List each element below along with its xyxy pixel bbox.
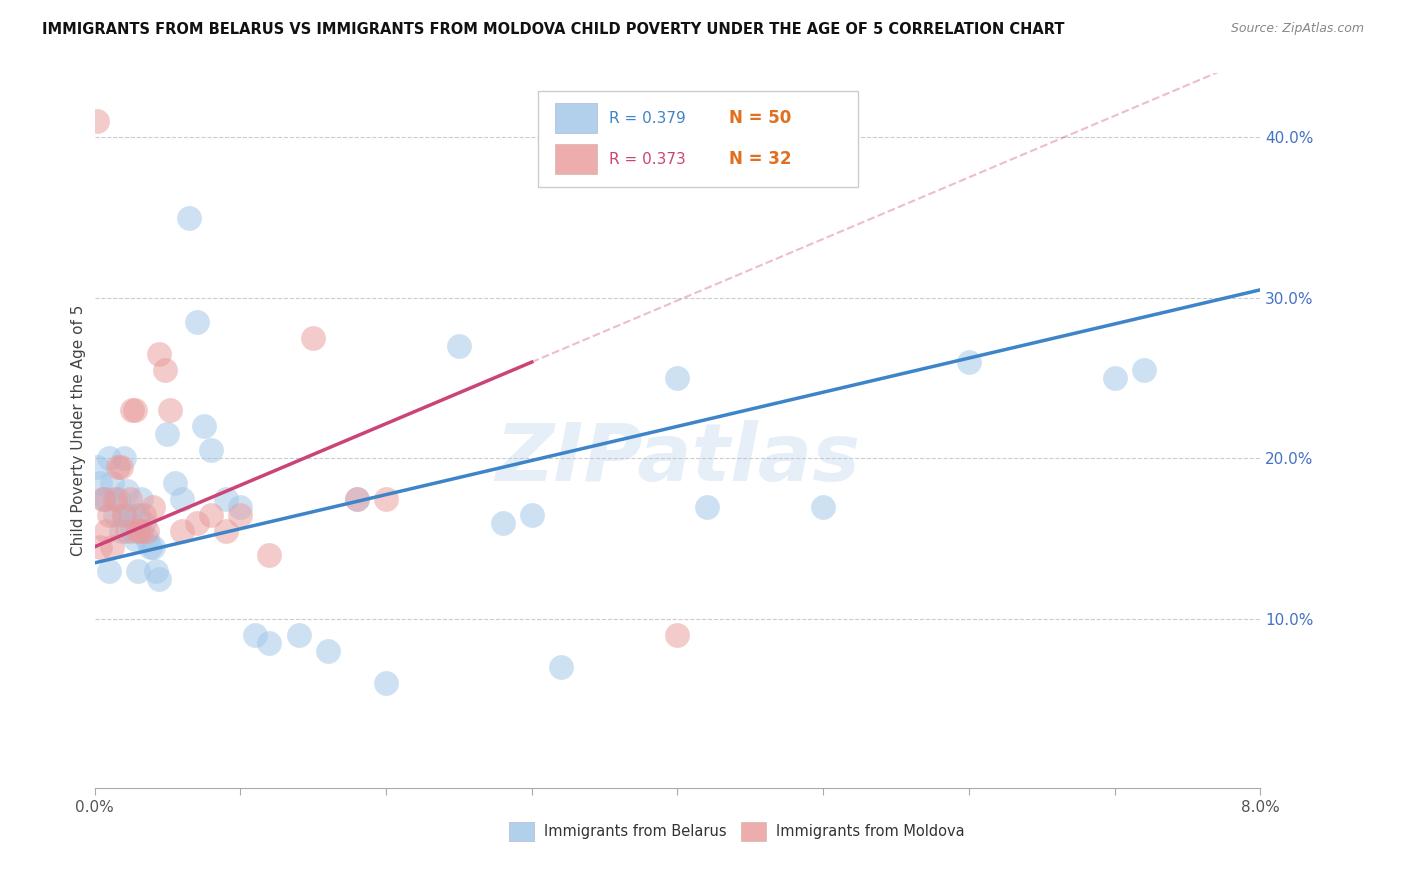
Point: [136, 524, 159, 538]
Point: [302, 331, 325, 345]
Point: [170, 491, 193, 506]
Point: [112, 451, 135, 466]
Text: IMMIGRANTS FROM BELARUS VS IMMIGRANTS FROM MOLDOVA CHILD POVERTY UNDER THE AGE O: IMMIGRANTS FROM BELARUS VS IMMIGRANTS FR…: [42, 22, 1064, 37]
Point: [193, 419, 215, 434]
Point: [98, 564, 121, 578]
Point: [159, 403, 181, 417]
Point: [243, 628, 266, 642]
Text: R = 0.373: R = 0.373: [609, 152, 685, 167]
Point: [115, 483, 138, 498]
Point: [124, 532, 146, 546]
Point: [129, 491, 152, 506]
Point: [104, 508, 127, 522]
Point: [98, 508, 121, 522]
Point: [139, 540, 162, 554]
Text: Source: ZipAtlas.com: Source: ZipAtlas.com: [1230, 22, 1364, 36]
Y-axis label: Child Poverty Under the Age of 5: Child Poverty Under the Age of 5: [72, 305, 86, 556]
Point: [121, 403, 143, 417]
Text: N = 50: N = 50: [728, 110, 792, 128]
Point: [110, 524, 132, 538]
Point: [186, 516, 208, 530]
Point: [811, 500, 834, 514]
Point: [153, 363, 176, 377]
Point: [127, 564, 149, 578]
Point: [229, 508, 252, 522]
Point: [200, 508, 222, 522]
Point: [200, 443, 222, 458]
Point: [112, 508, 135, 522]
Point: [259, 548, 281, 562]
Point: [112, 508, 135, 522]
Point: [89, 540, 111, 554]
Point: [104, 491, 127, 506]
Point: [148, 347, 170, 361]
Point: [134, 516, 156, 530]
Point: [127, 524, 149, 538]
Point: [148, 572, 170, 586]
Point: [86, 459, 108, 474]
Point: [96, 491, 118, 506]
FancyBboxPatch shape: [555, 103, 598, 134]
Point: [491, 516, 513, 530]
Point: [163, 475, 186, 490]
Point: [107, 491, 129, 506]
Point: [287, 628, 309, 642]
Point: [91, 491, 114, 506]
Point: [86, 114, 108, 128]
Point: [142, 500, 165, 514]
Point: [346, 491, 368, 506]
FancyBboxPatch shape: [555, 145, 598, 175]
Point: [115, 524, 138, 538]
Point: [259, 636, 281, 650]
Point: [170, 524, 193, 538]
FancyBboxPatch shape: [537, 91, 858, 187]
Point: [96, 524, 118, 538]
Point: [666, 371, 689, 385]
Point: [142, 540, 165, 554]
Point: [110, 459, 132, 474]
Point: [156, 427, 179, 442]
Point: [145, 564, 167, 578]
Point: [98, 451, 121, 466]
Point: [136, 532, 159, 546]
Text: Immigrants from Belarus: Immigrants from Belarus: [544, 824, 727, 839]
Point: [1104, 371, 1126, 385]
Point: [101, 540, 124, 554]
Point: [375, 491, 398, 506]
Point: [316, 644, 339, 658]
Point: [118, 491, 141, 506]
Point: [696, 500, 718, 514]
Point: [134, 508, 156, 522]
Point: [124, 403, 146, 417]
Point: [121, 524, 143, 538]
Point: [666, 628, 689, 642]
Point: [118, 508, 141, 522]
Point: [127, 508, 149, 522]
Text: N = 32: N = 32: [728, 151, 792, 169]
Text: ZIPatlas: ZIPatlas: [495, 420, 860, 498]
Point: [447, 339, 470, 353]
Point: [550, 660, 572, 674]
Point: [129, 524, 152, 538]
Point: [91, 491, 114, 506]
Point: [520, 508, 543, 522]
Text: R = 0.379: R = 0.379: [609, 111, 685, 126]
Point: [375, 676, 398, 690]
Point: [1132, 363, 1154, 377]
Point: [89, 475, 111, 490]
Point: [957, 355, 980, 369]
Point: [186, 315, 208, 329]
Point: [107, 459, 129, 474]
Point: [215, 524, 238, 538]
Point: [215, 491, 238, 506]
Point: [101, 475, 124, 490]
Point: [346, 491, 368, 506]
Text: Immigrants from Moldova: Immigrants from Moldova: [776, 824, 965, 839]
Point: [229, 500, 252, 514]
Point: [179, 211, 201, 225]
